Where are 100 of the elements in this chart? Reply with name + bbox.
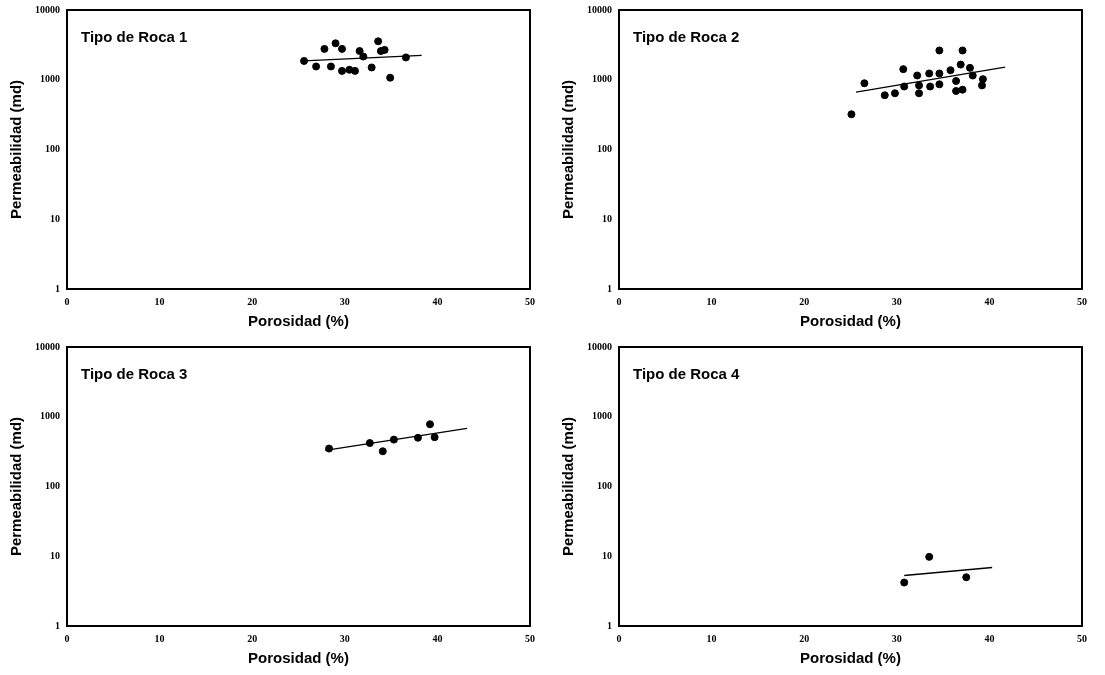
point [430,433,439,442]
point [367,63,376,72]
x-tick-label: 30 [339,632,350,644]
x-axis-title: Porosidad (%) [800,312,901,330]
y-tick-label: 1000 [40,410,60,422]
point [365,439,374,448]
point [331,39,340,48]
x-tick-label: 10 [706,632,717,644]
point [926,82,935,91]
y-axis-title: Permeabilidad (md) [7,416,25,557]
y-tick-label: 1 [607,619,612,631]
x-tick-label: 50 [1077,632,1087,644]
point [389,435,398,444]
x-tick-label: 0 [616,295,622,307]
x-axis-title: Porosidad (%) [800,649,901,667]
point [962,573,971,582]
x-axis-title: Porosidad (%) [248,649,349,667]
y-tick-label: 10000 [35,340,60,352]
x-tick-label: 20 [247,632,258,644]
point [890,89,899,98]
y-tick-label: 100 [45,143,60,155]
point [900,578,909,587]
y-tick-label: 10 [50,212,60,224]
y-tick-label: 10 [50,549,60,561]
x-tick-label: 20 [799,632,810,644]
point [386,73,395,82]
point [378,447,387,456]
y-tick-label: 1000 [40,73,60,85]
point [915,89,924,98]
point [925,552,934,561]
point [925,69,934,78]
y-axis-title: Permeabilidad (md) [559,416,577,557]
x-tick-label: 10 [154,632,165,644]
y-tick-label: 100 [45,480,60,492]
point [915,81,924,90]
point [952,76,961,85]
x-tick-label: 0 [616,632,622,644]
point [380,45,389,54]
x-tick-label: 50 [525,295,535,307]
text: Tipo de Roca 4 [633,364,741,382]
y-tick-label: 1 [607,282,612,294]
x-tick-label: 0 [64,295,70,307]
point [312,62,321,71]
point [935,69,944,78]
y-tick-label: 1 [55,282,60,294]
point [413,433,422,442]
x-tick-label: 20 [799,295,810,307]
point [968,71,977,80]
x-tick-label: 30 [891,295,902,307]
point [935,80,944,89]
y-tick-label: 1000 [592,410,612,422]
y-tick-label: 10000 [587,3,612,15]
y-tick-label: 1000 [592,73,612,85]
point [350,66,359,75]
point [952,86,961,95]
point [338,66,347,75]
x-axis-title: Porosidad (%) [248,312,349,330]
y-tick-label: 100 [597,143,612,155]
x-tick-label: 50 [525,632,535,644]
point [860,79,869,88]
y-tick-label: 10000 [587,340,612,352]
point [359,52,368,61]
point [899,65,908,74]
y-axis-title: Permeabilidad (md) [7,79,25,220]
x-tick-label: 10 [154,295,165,307]
text: Tipo de Roca 2 [633,27,740,45]
text: Tipo de Roca 1 [81,27,188,45]
point [913,71,922,80]
point [880,91,889,100]
point [958,85,967,94]
point [965,63,974,72]
point [978,75,987,84]
point [326,62,335,71]
point [946,66,955,75]
x-tick-label: 50 [1077,295,1087,307]
point [956,60,965,69]
x-tick-label: 0 [64,632,70,644]
point [977,81,986,90]
x-tick-label: 40 [432,632,443,644]
y-tick-label: 10 [602,549,612,561]
y-tick-label: 10000 [35,3,60,15]
point [935,46,944,55]
x-tick-label: 40 [432,295,443,307]
point [300,56,309,65]
point [958,46,967,55]
point [320,44,329,53]
x-tick-label: 10 [706,295,717,307]
y-axis-title: Permeabilidad (md) [559,79,577,220]
y-tick-label: 10 [602,212,612,224]
x-tick-label: 20 [247,295,258,307]
point [847,110,856,119]
point [900,82,909,91]
point [355,47,364,56]
point [401,53,410,62]
point [338,44,347,53]
y-tick-label: 1 [55,619,60,631]
point [425,420,434,429]
x-tick-label: 30 [891,632,902,644]
x-tick-label: 40 [984,295,995,307]
point [374,37,383,46]
